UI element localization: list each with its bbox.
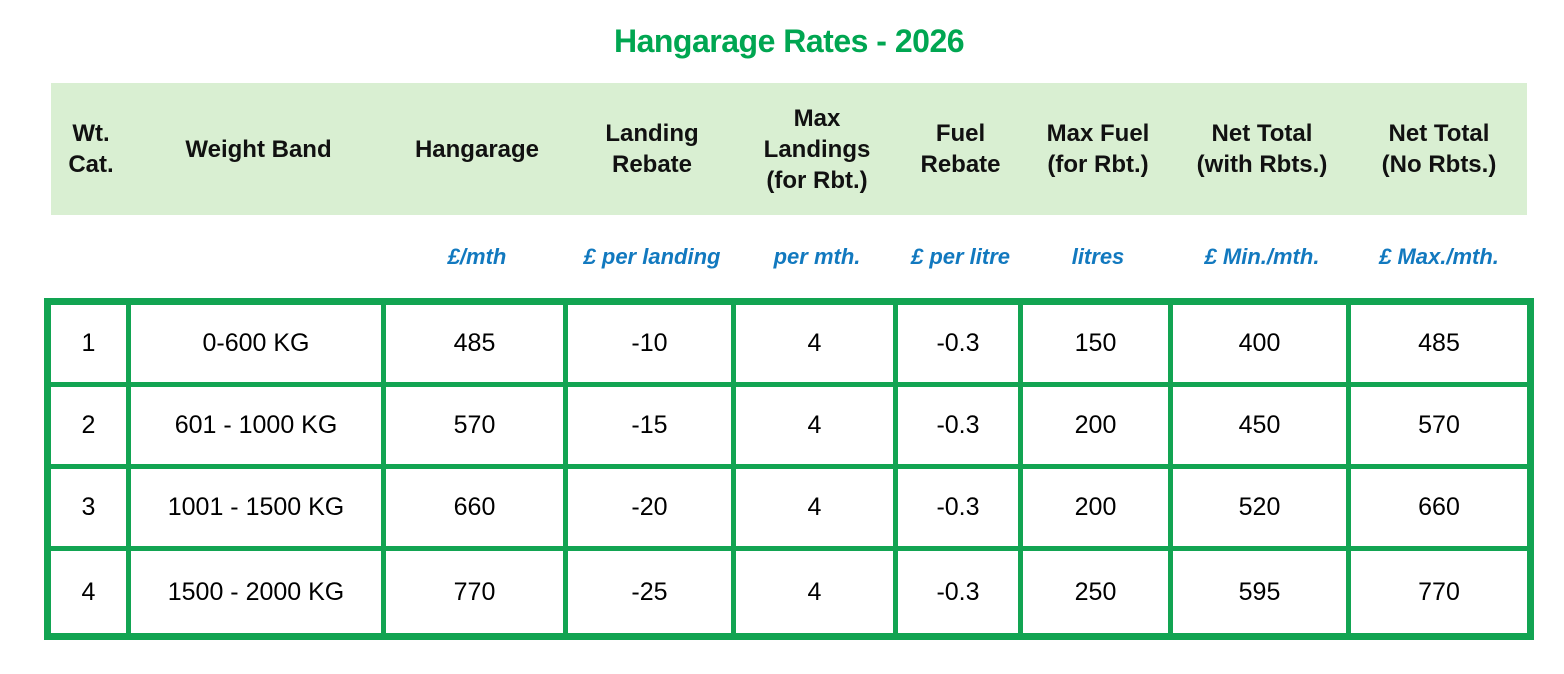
unit-fuel-rebate: £ per litre [910,243,1011,269]
data-cell: 200 [1023,387,1173,469]
rates-table: 1 0-600 KG 485 -10 4 -0.3 150 400 485 2 … [44,298,1534,640]
data-cell: 4 [51,551,131,633]
data-cell: 770 [1351,551,1527,633]
data-cell: 570 [1351,387,1527,469]
header-max-fuel: Max Fuel (for Rbt.) [1046,120,1150,178]
data-cell: 4 [736,387,898,469]
data-cell: -10 [568,305,736,387]
data-cell: 4 [736,305,898,387]
table-header-row: Wt. Cat. Weight Band Hangarage Landing R… [51,83,1527,215]
header-net-total-with-rbts: Net Total (with Rbts.) [1196,120,1328,178]
page-content: Hangarage Rates - 2026 Wt. Cat. Weight B… [44,0,1534,640]
data-cell: 450 [1173,387,1351,469]
data-cell: 4 [736,551,898,633]
header-wt-cat: Wt. Cat. [68,120,114,178]
data-cell: 595 [1173,551,1351,633]
data-cell: 250 [1023,551,1173,633]
header-weight-band: Weight Band [185,135,332,163]
data-cell: 0-600 KG [131,305,386,387]
unit-net-total-no-rbts: £ Max./mth. [1379,243,1499,269]
data-cell: 1500 - 2000 KG [131,551,386,633]
data-cell: 520 [1173,469,1351,551]
header-landing-rebate: Landing Rebate [605,120,699,178]
data-cell: 1 [51,305,131,387]
unit-net-total-with-rbts: £ Min./mth. [1204,243,1320,269]
header-max-landings: Max Landings (for Rbt.) [763,104,871,194]
header-hangarage: Hangarage [414,135,540,163]
unit-hangarage: £/mth [447,243,507,269]
unit-landing-rebate: £ per landing [583,243,721,269]
unit-max-fuel: litres [1071,243,1125,269]
data-cell: 150 [1023,305,1173,387]
data-cell: 200 [1023,469,1173,551]
header-net-total-no-rbts: Net Total (No Rbts.) [1381,120,1497,178]
data-cell: 601 - 1000 KG [131,387,386,469]
data-cell: -20 [568,469,736,551]
data-cell: -0.3 [898,305,1023,387]
data-cell: 2 [51,387,131,469]
data-cell: 660 [1351,469,1527,551]
data-cell: 4 [736,469,898,551]
data-cell: -0.3 [898,387,1023,469]
data-cell: 570 [386,387,568,469]
data-cell: 485 [1351,305,1527,387]
data-cell: 400 [1173,305,1351,387]
data-cell: -0.3 [898,551,1023,633]
unit-max-landings: per mth. [773,243,861,269]
header-fuel-rebate: Fuel Rebate [920,120,1001,178]
data-cell: 660 [386,469,568,551]
page-title: Hangarage Rates - 2026 [613,23,965,59]
data-cell: 485 [386,305,568,387]
units-row: £/mth £ per landing per mth. £ per litre… [51,215,1527,298]
data-cell: 770 [386,551,568,633]
data-cell: -15 [568,387,736,469]
data-cell: 1001 - 1500 KG [131,469,386,551]
data-cell: 3 [51,469,131,551]
data-cell: -25 [568,551,736,633]
data-cell: -0.3 [898,469,1023,551]
